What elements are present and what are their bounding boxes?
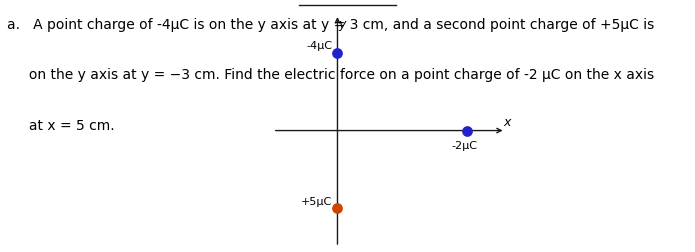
Text: a.   A point charge of -4μC is on the y axis at y = 3 cm, and a second point cha: a. A point charge of -4μC is on the y ax… [7,18,654,32]
Point [332,206,343,210]
Text: x: x [503,116,510,129]
Text: -2μC: -2μC [451,140,477,150]
Point [332,52,343,56]
Text: +5μC: +5μC [301,196,332,206]
Point [461,129,473,133]
Text: -4μC: -4μC [306,41,332,51]
Text: on the y axis at y = −3 cm. Find the electric force on a point charge of -2 μC o: on the y axis at y = −3 cm. Find the ele… [7,68,654,82]
Text: at x = 5 cm.: at x = 5 cm. [7,118,115,132]
Text: y: y [338,18,346,31]
